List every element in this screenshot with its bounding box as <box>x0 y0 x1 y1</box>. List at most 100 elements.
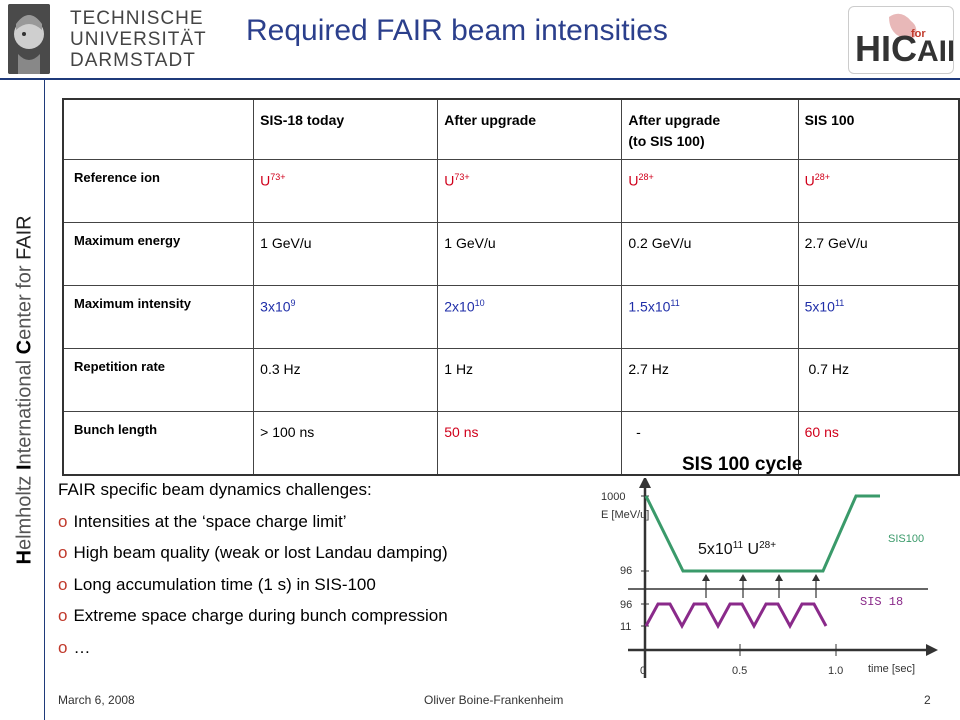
cell-base: - <box>628 423 641 440</box>
column-header: After upgrade (to SIS 100) <box>628 100 797 154</box>
university-line: DARMSTADT <box>70 50 196 71</box>
cycle-annotation: 5x1011 U28+ <box>698 540 776 558</box>
cell-value: 2x1010 <box>444 286 621 315</box>
cell-superscript: 28+ <box>814 171 831 182</box>
cell-base: 3x10 <box>260 298 291 315</box>
cell-value: 0.3 Hz <box>260 349 437 377</box>
challenge-text: … <box>73 637 91 657</box>
cell-value: 0.2 GeV/u <box>628 223 797 251</box>
table-cell: U28+ <box>621 158 799 223</box>
column-header: SIS-18 today <box>260 112 345 128</box>
table-row: Maximum intensity 3x109 2x1010 1.5x1011 5x10… <box>62 284 960 349</box>
cell-value: - <box>628 412 797 440</box>
sis100-cycle-line <box>644 494 880 573</box>
column-header: SIS 100 <box>804 112 855 128</box>
cell-base: 0.2 GeV/u <box>628 234 692 251</box>
annotation-sup: 28+ <box>759 540 776 551</box>
bullet-marker: o <box>58 606 68 625</box>
sis100-label: SIS100 <box>888 533 924 545</box>
cell-base: 1 GeV/u <box>444 234 496 251</box>
tud-athena-logo <box>8 4 50 74</box>
challenge-item: o… <box>58 632 448 664</box>
challenge-text: Long accumulation time (1 s) in SIS-100 <box>73 574 376 594</box>
cell-superscript: 10 <box>474 297 485 308</box>
cell-superscript: 9 <box>290 297 296 308</box>
side-text: nternational <box>13 354 36 465</box>
table-cell: 0.7 Hz <box>797 347 960 412</box>
row-label: Maximum energy <box>62 221 255 286</box>
annotation-sup: 11 <box>733 540 744 551</box>
cell-value: 1.5x1011 <box>628 286 797 315</box>
row-label: Repetition rate <box>62 347 255 412</box>
bullet-marker: o <box>58 511 68 531</box>
bullet-marker: o <box>58 574 68 594</box>
table-row: Reference ion U73+ U73+ U28+ U28+ <box>62 158 960 223</box>
challenge-item: o Long accumulation time (1 s) in SIS-100 <box>58 569 448 601</box>
cell-base: U <box>804 172 815 189</box>
cell-value: 50 ns <box>444 412 621 440</box>
side-letter: C <box>13 339 36 355</box>
side-text: elmholtz <box>13 470 36 551</box>
y-tick-label: 1000 <box>601 491 625 503</box>
table-header-cell: SIS-18 today <box>253 98 439 160</box>
footer-author: Oliver Boine-Frankenheim <box>424 693 564 707</box>
cycle-title: SIS 100 cycle <box>682 454 803 475</box>
cell-base: 2.7 Hz <box>628 360 669 377</box>
table-cell: 1 Hz <box>437 347 623 412</box>
x-tick-label: 0.5 <box>732 665 747 677</box>
row-label: Maximum intensity <box>62 284 255 349</box>
cell-value: > 100 ns <box>260 412 437 440</box>
cell-base: 1 GeV/u <box>260 234 312 251</box>
table-cell: 0.3 Hz <box>253 347 439 412</box>
table-cell: 2.7 GeV/u <box>797 221 960 286</box>
cell-base: 50 ns <box>444 423 479 440</box>
table-header-cell: After upgrade (to SIS 100) <box>621 98 799 160</box>
cell-base: 60 ns <box>804 423 839 440</box>
side-letter: I <box>13 464 36 471</box>
slide-title: Required FAIR beam intensities <box>246 14 668 47</box>
side-fair: FAIR <box>13 215 36 260</box>
cell-value: 0.7 Hz <box>805 349 958 377</box>
bullet-marker: o <box>58 637 68 657</box>
table-cell: 3x109 <box>253 284 439 349</box>
hic-for-fair-logo: HIC AIR for <box>848 6 960 74</box>
table-cell: - <box>621 410 799 475</box>
x-tick-label: 0 <box>640 665 646 677</box>
cell-base: U <box>260 172 271 189</box>
sis18-cycle-line <box>644 602 828 630</box>
column-header-line: After upgrade <box>628 112 721 128</box>
table-cell: U73+ <box>253 158 439 223</box>
footer-date: March 6, 2008 <box>58 693 135 707</box>
table-header-cell <box>62 98 255 160</box>
annotation-mid: U <box>743 541 759 558</box>
energy-axis-arrow <box>639 478 651 488</box>
y-tick-label: 96 <box>620 599 632 611</box>
cell-base: U <box>444 172 455 189</box>
table-body: Reference ion U73+ U73+ U28+ U28+ Maximum ene… <box>62 158 960 475</box>
side-banner: Helmholtz International Center for FAIR <box>0 80 45 720</box>
table-cell: 60 ns <box>797 410 960 475</box>
cell-value: 60 ns <box>805 412 958 440</box>
sis18-label: SIS 18 <box>860 595 903 609</box>
column-header-line: (to SIS 100) <box>628 133 705 149</box>
challenge-item: o Extreme space charge during bunch compr… <box>58 600 448 632</box>
challenge-item: o High beam quality (weak or lost Landau … <box>58 537 448 569</box>
cell-value: 1 Hz <box>444 349 621 377</box>
side-text: enter for <box>13 259 36 340</box>
injection-arrow-head <box>775 574 783 581</box>
y-tick-label: 11 <box>620 621 631 633</box>
table-row: Maximum energy 1 GeV/u 1 GeV/u 0.2 GeV/u 2.7… <box>62 221 960 286</box>
footer-page-number: 2 <box>924 693 931 707</box>
injection-arrow-head <box>812 574 820 581</box>
university-line: UNIVERSITÄT <box>70 29 207 50</box>
cell-base: 5x10 <box>804 298 835 315</box>
svg-text:HIC: HIC <box>855 28 917 69</box>
header: TECHNISCHE UNIVERSITÄT DARMSTADT Require… <box>0 0 960 80</box>
y-tick-label: 96 <box>620 565 632 577</box>
table-cell: 2x1010 <box>437 284 623 349</box>
cell-value: U73+ <box>260 160 437 189</box>
cell-value: 1 GeV/u <box>444 223 621 251</box>
table-cell: U73+ <box>437 158 623 223</box>
challenges-heading: FAIR specific beam dynamics challenges: <box>58 480 372 499</box>
svg-text:AIR: AIR <box>917 35 953 68</box>
